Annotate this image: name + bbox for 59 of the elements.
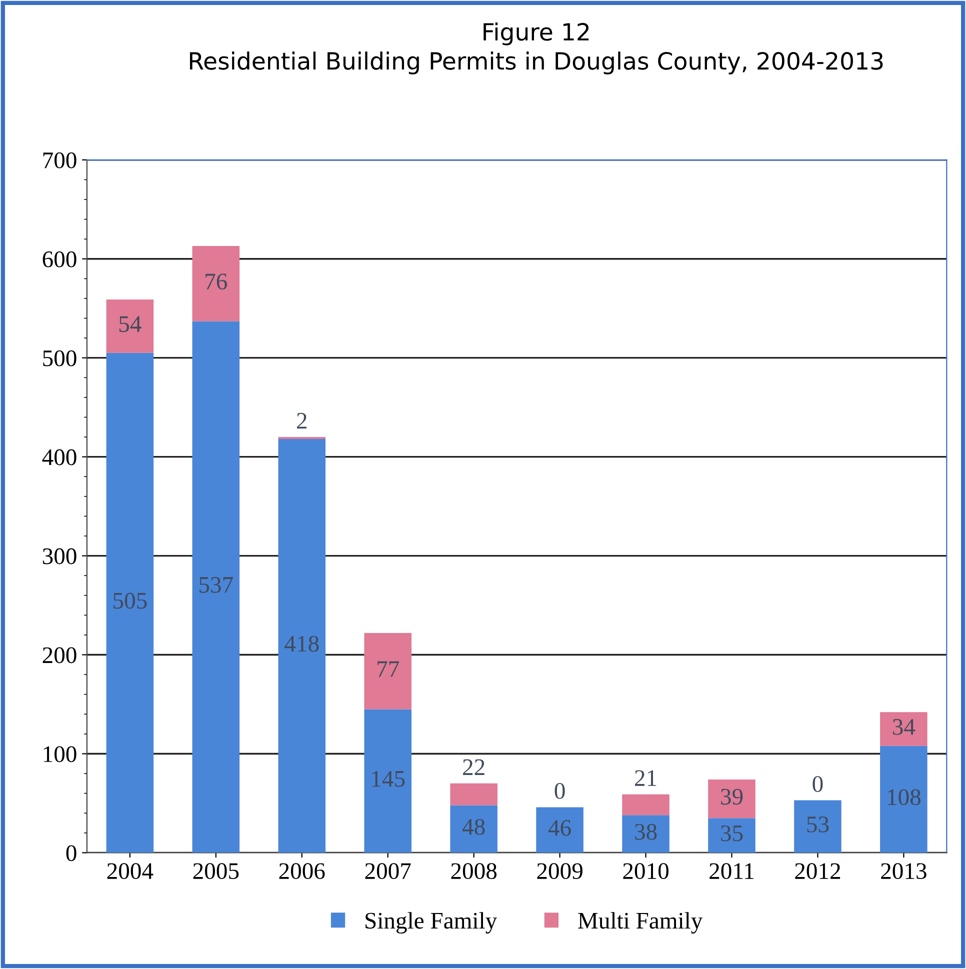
bar xyxy=(880,746,928,853)
bar xyxy=(364,632,412,710)
data-label: 34 xyxy=(893,719,916,735)
data-label: 2 xyxy=(297,412,306,429)
chart-subtitle: Residential Building Permits in Douglas County, 2004-2013 xyxy=(190,52,883,74)
x-tick-label: 2012 xyxy=(795,863,840,880)
x-tick-label: 2006 xyxy=(279,863,325,880)
data-label: 46 xyxy=(548,820,571,836)
bar xyxy=(708,779,756,818)
chart-title: Figure 12 xyxy=(484,22,589,46)
bar xyxy=(708,818,756,853)
data-label: 418 xyxy=(284,636,319,652)
data-label: 38 xyxy=(635,824,657,840)
bar xyxy=(192,246,240,322)
data-label: 76 xyxy=(206,274,227,290)
bar xyxy=(450,805,498,853)
bar xyxy=(622,794,670,816)
y-tick-label: 100 xyxy=(44,746,76,762)
data-label: 145 xyxy=(372,771,405,787)
data-label: 22 xyxy=(463,759,484,775)
bar xyxy=(278,439,326,853)
bar xyxy=(192,321,240,853)
data-label: 0 xyxy=(812,776,823,792)
y-tick-label: 0 xyxy=(66,845,76,862)
data-label: 0 xyxy=(554,782,565,799)
data-label: 48 xyxy=(462,818,485,835)
data-label: 505 xyxy=(114,592,147,609)
x-tick-label: 2009 xyxy=(537,863,582,880)
y-tick-label: 400 xyxy=(42,449,76,466)
bar xyxy=(450,783,498,806)
data-label: 53 xyxy=(807,816,829,832)
bar xyxy=(364,709,412,853)
x-tick-label: 2010 xyxy=(623,863,668,880)
bar xyxy=(622,815,670,853)
y-tick-label: 600 xyxy=(42,251,76,268)
bar xyxy=(106,299,154,353)
data-label: 54 xyxy=(119,316,142,332)
legend-label: Multi Family xyxy=(578,912,703,934)
x-tick-label: 2013 xyxy=(881,863,926,880)
data-label: 21 xyxy=(635,770,656,786)
legend-label: Single Family xyxy=(366,912,498,934)
data-label: 39 xyxy=(721,788,743,805)
y-tick-label: 700 xyxy=(43,152,76,168)
y-tick-label: 500 xyxy=(43,350,76,366)
bar xyxy=(794,800,842,853)
x-tick-label: 2004 xyxy=(107,863,154,880)
data-label: 108 xyxy=(888,789,920,806)
bar xyxy=(880,712,928,746)
data-label: 537 xyxy=(200,577,233,593)
bar xyxy=(536,807,584,853)
data-label: 77 xyxy=(378,661,399,677)
y-tick-label: 200 xyxy=(42,647,76,664)
bar xyxy=(106,352,154,853)
x-tick-label: 2011 xyxy=(710,863,754,880)
x-tick-label: 2005 xyxy=(193,863,239,880)
x-tick-label: 2007 xyxy=(365,863,411,880)
data-label: 35 xyxy=(721,825,743,842)
x-tick-label: 2008 xyxy=(451,863,497,880)
y-tick-label: 300 xyxy=(42,548,76,564)
